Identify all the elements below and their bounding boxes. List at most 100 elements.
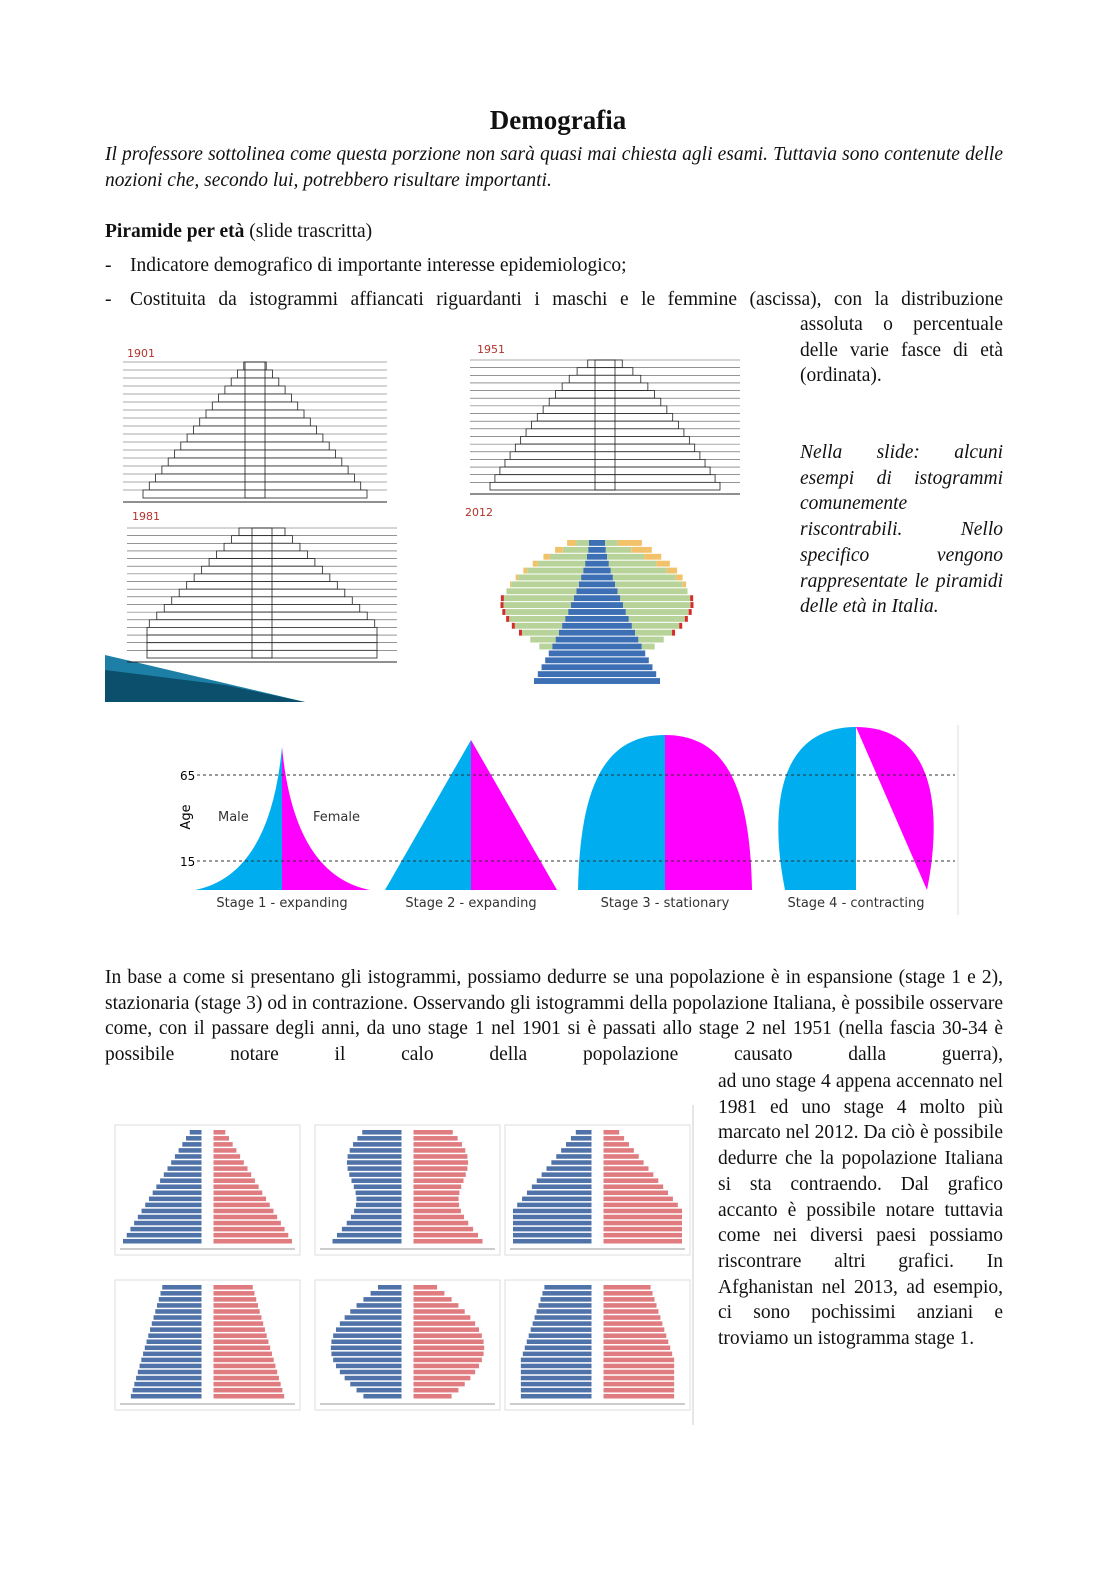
- bar: [603, 1351, 673, 1357]
- bar: [193, 573, 331, 582]
- bar: [530, 1327, 592, 1332]
- bar-segment: [684, 615, 688, 622]
- bar: [413, 1142, 462, 1147]
- bar-segment: [644, 553, 662, 560]
- bar: [142, 489, 368, 499]
- bar: [561, 382, 649, 391]
- bar-segment: [612, 574, 676, 581]
- bar: [603, 1202, 678, 1208]
- year: 2012: [465, 506, 493, 519]
- bar-segment: [622, 602, 691, 609]
- bar: [213, 1381, 281, 1387]
- bar: [156, 611, 368, 621]
- bar: [350, 1381, 402, 1387]
- bar: [570, 1136, 592, 1141]
- bar: [347, 1154, 402, 1159]
- bar: [347, 1166, 402, 1171]
- bar: [213, 1190, 263, 1196]
- bar: [542, 405, 668, 414]
- bar-segment: [518, 629, 522, 636]
- bar-segment: [597, 553, 608, 560]
- bar: [238, 527, 286, 537]
- bar: [171, 596, 353, 605]
- bar-segment: [583, 567, 597, 574]
- bar: [335, 1363, 402, 1369]
- bar: [156, 1184, 202, 1190]
- bar: [362, 1130, 402, 1135]
- bar: [150, 1327, 202, 1332]
- bar: [603, 1375, 675, 1381]
- bar: [413, 1190, 460, 1196]
- bar: [346, 1220, 402, 1226]
- bar: [603, 1172, 654, 1177]
- bar: [413, 1214, 465, 1220]
- bar: [603, 1190, 669, 1196]
- bar-segment: [597, 622, 632, 629]
- bar-segment: [514, 622, 563, 629]
- bar: [331, 1351, 402, 1357]
- bar: [603, 1285, 651, 1290]
- bar-segment: [682, 581, 687, 588]
- bar: [136, 1375, 202, 1381]
- bar: [213, 1232, 289, 1238]
- bar-segment: [631, 622, 680, 629]
- age-tick: 15: [180, 855, 195, 869]
- heading: Piramide per età: [105, 221, 245, 242]
- bar: [186, 433, 324, 443]
- bar: [146, 634, 378, 644]
- bar: [548, 397, 662, 407]
- bar: [180, 441, 330, 451]
- bar: [349, 1148, 402, 1153]
- bullet-mark: -: [105, 255, 112, 276]
- bar: [413, 1381, 465, 1387]
- bar-segment: [500, 602, 504, 609]
- bar: [155, 1309, 202, 1314]
- bar: [132, 1387, 202, 1393]
- bar: [205, 409, 305, 419]
- bar-segment: [690, 595, 694, 602]
- bar: [413, 1357, 482, 1363]
- caption: Nella slide: alcuni esempi di istogrammi…: [800, 442, 1003, 618]
- bar: [520, 436, 690, 445]
- bar: [520, 1357, 592, 1363]
- bar: [536, 413, 674, 422]
- bar-segment: [537, 671, 597, 678]
- bar-segment: [502, 609, 506, 615]
- bar: [540, 1297, 592, 1302]
- bar-segment: [597, 581, 616, 588]
- bar: [544, 1285, 592, 1290]
- bar-segment: [534, 678, 597, 684]
- bar-segment: [585, 560, 597, 567]
- bar-segment: [527, 567, 584, 574]
- bar-segment: [597, 560, 609, 567]
- panel: [114, 1124, 301, 1256]
- bar: [413, 1220, 469, 1226]
- bar-segment: [576, 588, 597, 595]
- bar-segment: [690, 602, 694, 609]
- bar: [213, 1285, 253, 1290]
- bar: [525, 428, 685, 437]
- bar-segment: [656, 560, 670, 567]
- bar-segment: [568, 609, 597, 615]
- male-shape: [385, 740, 471, 890]
- bar: [213, 1214, 278, 1220]
- bar: [356, 1387, 402, 1393]
- bar: [146, 627, 378, 636]
- bar: [603, 1381, 675, 1387]
- bar-segment: [558, 629, 597, 636]
- bar: [330, 1345, 402, 1351]
- bar: [213, 1333, 267, 1338]
- bar-segment: [597, 609, 626, 615]
- bar: [336, 1232, 402, 1238]
- bar-segment: [589, 540, 597, 546]
- bar-segment: [511, 622, 515, 629]
- bar: [522, 1196, 592, 1202]
- countries-image: [114, 1105, 694, 1425]
- bar: [413, 1387, 459, 1393]
- bar: [213, 1130, 226, 1135]
- bar: [536, 1309, 592, 1314]
- bar-segment: [597, 664, 653, 671]
- bar: [201, 565, 323, 575]
- bar: [413, 1232, 479, 1238]
- bar: [218, 393, 292, 403]
